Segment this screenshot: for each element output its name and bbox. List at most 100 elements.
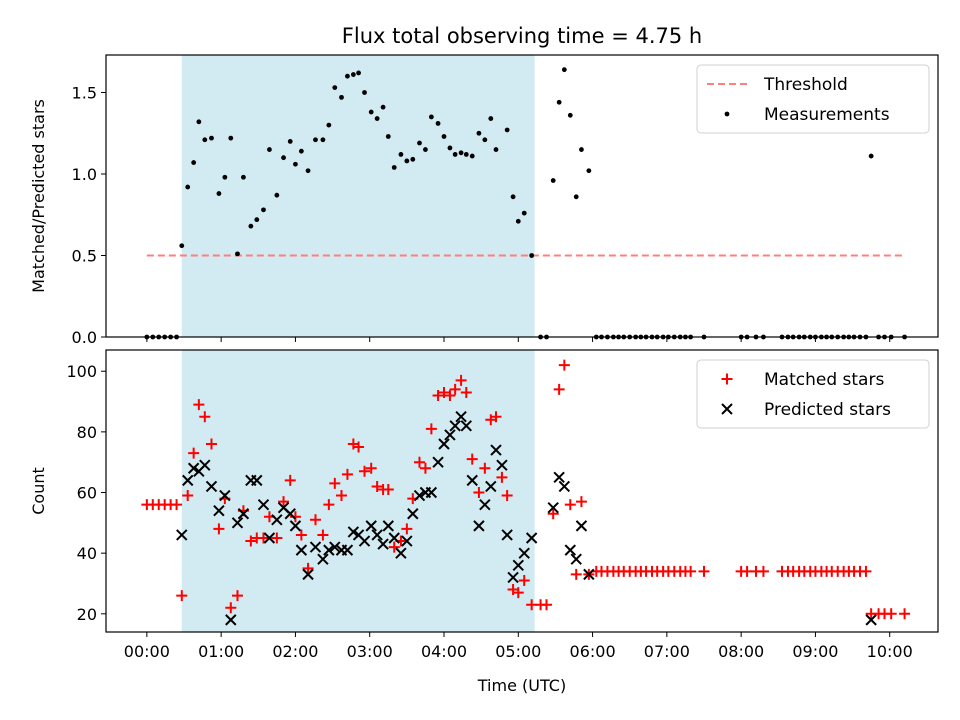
matched-stars-point xyxy=(413,456,425,468)
measurement-point xyxy=(493,147,499,152)
legend-label: Threshold xyxy=(763,75,848,95)
predicted-stars-point xyxy=(219,489,231,502)
matched-stars-point xyxy=(382,483,394,495)
predicted-stars-point xyxy=(323,544,335,556)
x-tick-label: 01:00 xyxy=(198,642,244,661)
predicted-stars-point xyxy=(205,480,218,493)
y-tick-label: 20 xyxy=(77,605,97,624)
predicted-stars-point xyxy=(432,456,444,468)
matched-stars-point xyxy=(553,383,565,395)
matched-stars-point xyxy=(231,590,243,602)
matched-stars-point xyxy=(899,608,911,620)
predicted-stars-point xyxy=(371,529,383,541)
measurement-point xyxy=(458,150,464,156)
predicted-stars-point xyxy=(341,544,354,556)
measurement-point xyxy=(350,72,356,77)
predicted-stars-point xyxy=(295,544,308,556)
measurement-point xyxy=(179,243,185,249)
predicted-stars-point xyxy=(490,444,502,456)
chart-title: Flux total observing time = 4.75 h xyxy=(342,24,702,48)
y-axis-label: Count xyxy=(29,467,48,515)
predicted-stars-point xyxy=(176,529,188,541)
predicted-stars-point xyxy=(455,411,467,423)
predicted-stars-point xyxy=(388,532,400,544)
predicted-stars-point xyxy=(413,489,426,502)
measurement-point xyxy=(235,251,240,257)
matched-stars-point xyxy=(257,532,269,544)
predicted-stars-point xyxy=(583,568,595,581)
predicted-stars-point xyxy=(553,471,565,484)
matched-stars-point xyxy=(419,462,431,474)
matched-stars-point xyxy=(371,480,383,492)
measurement-point xyxy=(320,137,326,143)
matched-stars-point xyxy=(359,465,371,477)
measurement-point xyxy=(228,135,234,141)
predicted-stars-point xyxy=(466,474,478,487)
matched-stars-point xyxy=(547,508,559,520)
predicted-stars-point xyxy=(365,520,377,532)
legend-label: Predicted stars xyxy=(764,400,891,420)
predicted-stars-point xyxy=(237,508,250,520)
measurement-point xyxy=(368,109,374,115)
predicted-stars-point xyxy=(257,498,270,511)
measurement-point xyxy=(191,160,197,165)
legend-measurement-swatch xyxy=(724,111,730,117)
matched-stars-point xyxy=(444,389,456,401)
measurement-point xyxy=(209,135,214,141)
measurement-point xyxy=(476,130,482,136)
predicted-stars-point xyxy=(382,520,394,532)
matched-stars-point xyxy=(278,496,290,508)
predicted-stars-point xyxy=(231,517,244,529)
predicted-stars-point xyxy=(865,614,877,626)
predicted-stars-point xyxy=(438,438,450,450)
predicted-stars-point xyxy=(507,571,519,584)
x-tick-label: 10:00 xyxy=(867,642,913,661)
measurement-point xyxy=(868,153,874,159)
matched-stars-point xyxy=(512,587,524,599)
measurement-point xyxy=(504,127,510,133)
observing-span-shade xyxy=(181,350,535,632)
measurement-point xyxy=(556,99,562,105)
y-tick-label: 1.5 xyxy=(72,83,97,102)
matched-stars-point xyxy=(860,565,872,577)
matched-stars-point xyxy=(558,359,570,371)
predicted-stars-point xyxy=(449,420,461,432)
matched-stars-point xyxy=(388,541,400,553)
matched-stars-point xyxy=(401,523,413,535)
measurement-point xyxy=(261,207,266,213)
predicted-stars-point xyxy=(347,526,360,538)
y-tick-label: 100 xyxy=(66,362,97,381)
measurement-point xyxy=(452,152,458,157)
measurement-point xyxy=(356,70,361,76)
predicted-stars-point xyxy=(395,547,407,559)
measurement-point xyxy=(222,174,228,180)
legend-box xyxy=(696,359,930,429)
predicted-stars-point xyxy=(407,508,419,520)
x-tick-label: 02:00 xyxy=(272,642,318,661)
y-tick-label: 80 xyxy=(77,423,97,442)
matched-stars-point xyxy=(365,462,377,474)
measurement-point xyxy=(573,194,579,200)
measurement-point xyxy=(216,191,222,196)
matched-stars-point xyxy=(289,511,301,523)
matched-stars-point xyxy=(575,496,587,508)
bottom-panel: 20 40 60 80 100 00:00 01:00 02:00 03:00 04:00 05:0… xyxy=(29,349,939,695)
predicted-stars-point xyxy=(329,541,341,553)
predicted-stars-point xyxy=(525,532,538,544)
matched-stars-point xyxy=(466,453,478,465)
matched-stars-point xyxy=(199,411,211,423)
x-tick-label: 06:00 xyxy=(570,642,616,661)
measurement-point xyxy=(267,147,272,152)
predicted-stars-point xyxy=(199,459,211,471)
predicted-stars-point xyxy=(570,553,582,565)
matched-stars-point xyxy=(335,490,347,502)
legend-label: Matched stars xyxy=(764,370,884,390)
matched-stars-point xyxy=(309,514,321,526)
predicted-stars-point xyxy=(302,568,314,581)
measurement-point xyxy=(567,112,573,118)
measurement-point xyxy=(345,73,350,79)
measurement-point xyxy=(385,134,391,139)
x-tick-label: 03:00 xyxy=(347,642,393,661)
measurement-point xyxy=(332,85,338,91)
